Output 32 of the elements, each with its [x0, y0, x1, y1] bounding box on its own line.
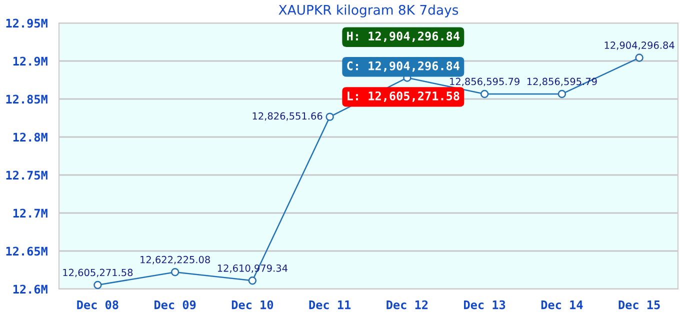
- chart-title: XAUPKR kilogram 8K 7days: [278, 4, 458, 18]
- y-tick-label: 12.85M: [6, 94, 48, 104]
- data-label: 12,904,296.84: [604, 42, 674, 50]
- x-tick-label: Dec 15: [618, 300, 660, 310]
- y-tick-label: 12.7M: [13, 208, 48, 218]
- x-tick-label: Dec 12: [386, 300, 428, 310]
- y-tick-label: 12.6M: [13, 284, 48, 294]
- data-label: 12,622,225.08: [140, 256, 210, 264]
- x-tick-label: Dec 09: [154, 300, 196, 310]
- x-tick-label: Dec 10: [232, 300, 274, 310]
- x-tick-label: Dec 14: [541, 300, 583, 310]
- x-tick-label: Dec 11: [309, 300, 351, 310]
- point: [635, 54, 644, 62]
- annotation: H: 12,904,296.84: [347, 32, 460, 42]
- data-label: 12,826,551.66: [252, 112, 322, 121]
- annotation: L: 12,605,271.58: [348, 91, 460, 102]
- y-tick-label: 12.8M: [13, 132, 48, 142]
- point: [480, 90, 489, 98]
- point: [94, 280, 102, 289]
- data-label: 12,605,271.58: [63, 268, 133, 278]
- annotation: C: 12,904,296.84: [347, 61, 460, 72]
- point: [326, 112, 334, 121]
- data-label: 12,856,595.79: [450, 78, 520, 86]
- y-tick-label: 12.65M: [6, 246, 48, 256]
- point: [248, 276, 257, 285]
- y-tick-label: 12.95M: [6, 18, 48, 28]
- x-tick-label: Dec 08: [77, 300, 118, 310]
- x-tick-label: Dec 13: [464, 300, 506, 310]
- y-tick-label: 12.75M: [6, 170, 48, 180]
- point: [170, 268, 180, 276]
- y-tick-label: 12.9M: [13, 56, 48, 66]
- point: [558, 90, 566, 98]
